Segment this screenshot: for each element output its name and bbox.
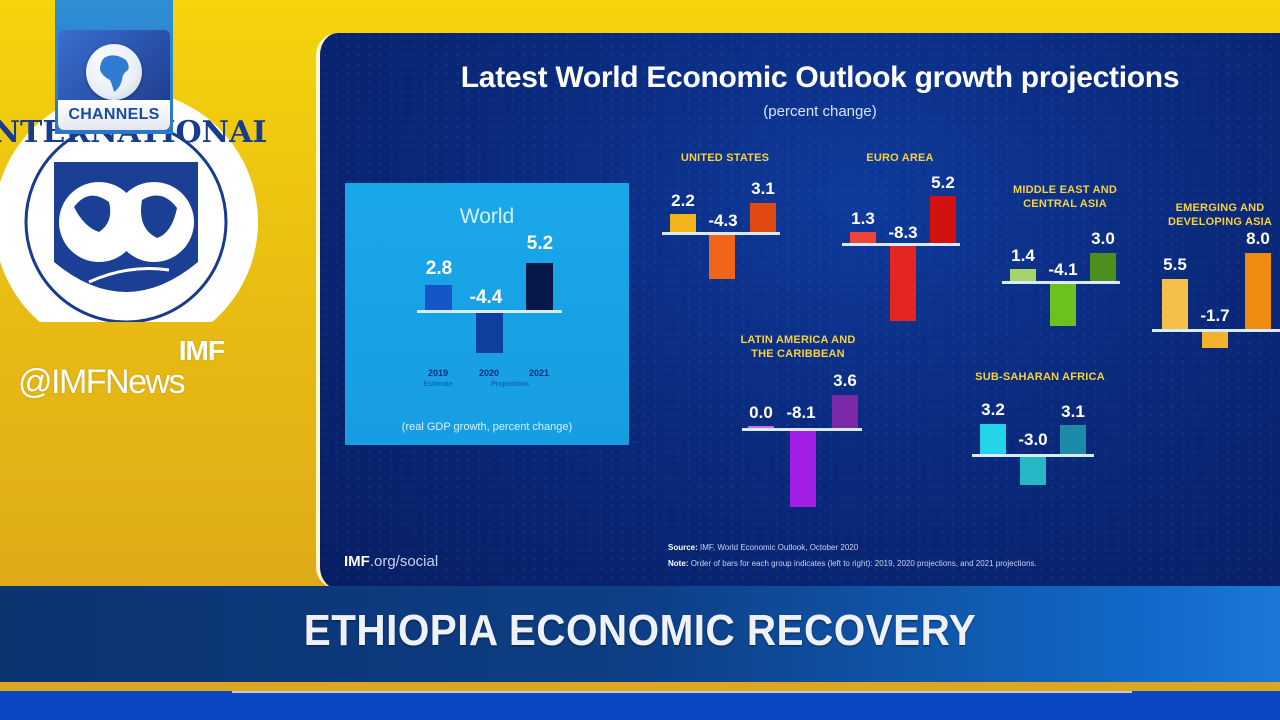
bar-2020 <box>1202 332 1228 348</box>
value-2020: -3.0 <box>1018 430 1048 449</box>
chart-middle-east-central-asia: MIDDLE EAST AND CENTRAL ASIA 1.4 -4.1 3.… <box>1000 183 1130 333</box>
value-2019: 3.2 <box>981 400 1005 419</box>
bar-2021 <box>1090 253 1116 281</box>
bar-2020 <box>790 431 816 507</box>
world-bar-2020 <box>476 313 503 353</box>
region-title: UNITED STATES <box>680 152 770 164</box>
world-chart: World 2.8 -4.4 5.2 2019 2020 2021 Estima… <box>345 183 629 445</box>
world-value-2020: -4.4 <box>469 287 503 308</box>
baseline <box>972 454 1094 457</box>
value-2020: -1.7 <box>1200 306 1230 325</box>
bar-2021 <box>750 203 776 232</box>
note-text: Order of bars for each group indicates (… <box>690 559 1037 568</box>
chart-united-states: UNITED STATES 2.2 -4.3 3.1 <box>660 151 790 291</box>
value-2020: -4.3 <box>708 211 738 230</box>
region-title: EMERGING AND DEVELOPING ASIA <box>1167 202 1273 228</box>
value-2019: 1.4 <box>1011 246 1035 265</box>
slide-title: Latest World Economic Outlook growth pro… <box>460 61 1180 94</box>
world-year-2021: 2021 <box>528 368 550 378</box>
world-footnote: (real GDP growth, percent change) <box>401 421 573 433</box>
africa-globe-icon <box>86 44 142 100</box>
bar-2020 <box>709 235 735 279</box>
bar-2019 <box>1162 279 1188 329</box>
channels-label: CHANNELS <box>58 100 170 130</box>
world-projections-label: Projections <box>490 381 530 388</box>
region-title: MIDDLE EAST AND CENTRAL ASIA <box>1012 184 1118 210</box>
world-baseline <box>417 310 562 313</box>
value-2021: 3.0 <box>1091 229 1115 248</box>
region-title: SUB-SAHARAN AFRICA <box>975 371 1105 383</box>
bar-2019 <box>670 214 696 232</box>
ticker-divider <box>232 691 1132 693</box>
slide-subtitle: (percent change) <box>763 103 877 120</box>
bar-2019 <box>980 424 1006 454</box>
value-2019: 2.2 <box>671 191 695 210</box>
bar-2019 <box>1010 269 1036 281</box>
chart-euro-area: EURO AREA 1.3 -8.3 5.2 <box>840 151 970 331</box>
world-estimate-label: Estimate <box>423 381 453 388</box>
value-2021: 5.2 <box>931 173 955 192</box>
note-line: Note: Order of bars for each group indic… <box>668 559 1037 568</box>
imf-small-label: IMF <box>178 335 225 366</box>
ticker-band <box>0 691 1280 720</box>
chart-sub-saharan-africa: SUB-SAHARAN AFRICA 3.2 -3.0 3.1 <box>970 370 1110 500</box>
value-2021: 3.1 <box>751 179 775 198</box>
headline: ETHIOPIA ECONOMIC RECOVERY <box>303 606 977 655</box>
svg-text:MONETARY FUND: MONETARY FUND <box>0 318 266 322</box>
note-label: Note: <box>668 559 689 568</box>
imf-social-url: IMF.org/social <box>344 553 438 570</box>
region-title: EURO AREA <box>866 152 934 164</box>
weo-slide: Latest World Economic Outlook growth pro… <box>316 33 1280 589</box>
lower-third-banner: ETHIOPIA ECONOMIC RECOVERY <box>0 586 1280 682</box>
chart-emerging-developing-asia: EMERGING AND DEVELOPING ASIA 5.5 -1.7 8.… <box>1150 201 1280 361</box>
bar-2020 <box>1020 457 1046 485</box>
baseline <box>1152 329 1280 332</box>
value-2020: -8.3 <box>888 223 918 242</box>
bar-2021 <box>1245 253 1271 329</box>
source-text: IMF, World Economic Outlook, October 202… <box>700 543 859 552</box>
value-2021: 3.6 <box>833 371 857 390</box>
value-2020: -8.1 <box>786 403 816 422</box>
baseline <box>1002 281 1120 284</box>
world-year-2019: 2019 <box>427 368 449 378</box>
world-bar-2021 <box>526 263 553 310</box>
bar-2020 <box>890 246 916 321</box>
value-2019: 0.0 <box>749 403 773 422</box>
world-value-2021: 5.2 <box>526 233 554 254</box>
bar-2021 <box>930 196 956 243</box>
bar-2019 <box>850 232 876 243</box>
value-2021: 8.0 <box>1246 229 1270 248</box>
baseline <box>842 243 960 246</box>
world-year-2020: 2020 <box>478 368 500 378</box>
imf-seal-logo: INTERNATIONAL MONETARY FUND <box>0 90 266 322</box>
bar-2019 <box>748 426 774 428</box>
chart-latin-america-caribbean: LATIN AMERICA AND THE CARIBBEAN 0.0 -8.1… <box>728 333 868 513</box>
baseline <box>742 428 862 431</box>
world-value-2019: 2.8 <box>425 258 453 279</box>
source-label: Source: <box>668 543 698 552</box>
source-line: Source: IMF, World Economic Outlook, Oct… <box>668 543 858 552</box>
world-title: World <box>459 205 515 228</box>
baseline <box>662 232 780 235</box>
value-2019: 5.5 <box>1163 255 1187 274</box>
imf-handle-text: @IMFNews <box>18 363 186 401</box>
gold-strip <box>0 682 1280 691</box>
channels-tv-logo: CHANNELS <box>55 0 173 134</box>
world-bar-2019 <box>425 285 452 310</box>
value-2020: -4.1 <box>1048 260 1078 279</box>
imf-url-rest: .org/social <box>369 553 439 570</box>
bar-2021 <box>1060 425 1086 454</box>
bar-2021 <box>832 395 858 428</box>
bar-2020 <box>1050 284 1076 326</box>
region-title: LATIN AMERICA AND THE CARIBBEAN <box>740 334 856 360</box>
imf-url-bold: IMF <box>344 553 370 570</box>
value-2021: 3.1 <box>1061 402 1085 421</box>
value-2019: 1.3 <box>851 209 875 228</box>
